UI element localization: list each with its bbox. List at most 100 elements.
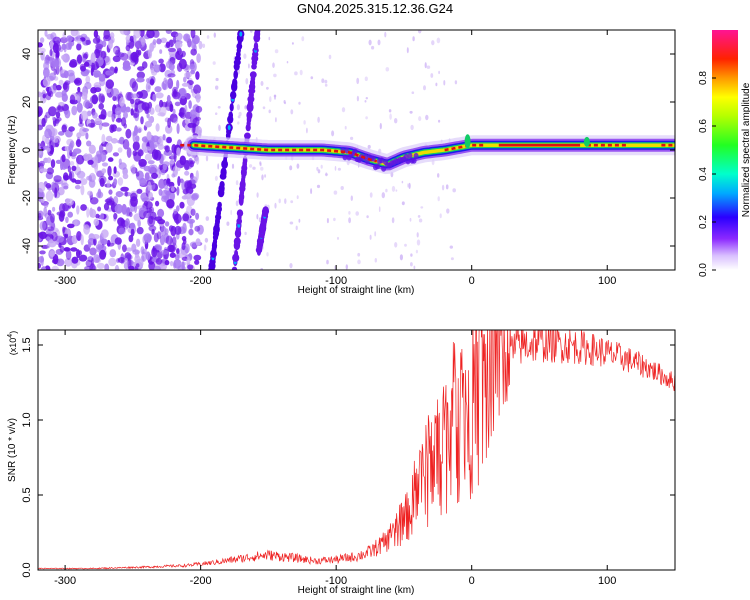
- noise-blob: [164, 228, 169, 235]
- noise-speck: [446, 208, 450, 214]
- noise-blob: [63, 174, 70, 181]
- noise-speck: [256, 213, 259, 220]
- noise-speck: [355, 211, 360, 216]
- noise-blob: [146, 112, 150, 119]
- noise-blob: [85, 75, 91, 84]
- noise-speck: [341, 107, 346, 113]
- noise-blob: [160, 37, 167, 44]
- noise-blob: [86, 140, 92, 147]
- noise-speck: [333, 190, 338, 195]
- noise-blob: [183, 76, 187, 83]
- noise-blob: [152, 93, 157, 102]
- noise-speck: [290, 109, 294, 115]
- ridge-spread: [407, 152, 413, 159]
- noise-blob: [176, 248, 180, 255]
- noise-blob: [67, 211, 73, 218]
- x-tick-label: -100: [325, 275, 347, 287]
- noise-blob: [169, 245, 176, 253]
- noise-blob: [176, 147, 181, 157]
- noise-blob: [155, 200, 160, 207]
- noise-blob: [101, 229, 109, 239]
- noise-speck: [348, 217, 351, 224]
- noise-blob: [118, 158, 122, 165]
- noise-blob: [188, 228, 194, 236]
- noise-speck: [215, 112, 218, 115]
- noise-speck: [425, 114, 429, 121]
- noise-blob: [54, 187, 58, 198]
- noise-speck: [231, 163, 235, 169]
- noise-blob: [189, 63, 196, 70]
- noise-blob: [109, 124, 115, 133]
- noise-blob: [131, 81, 138, 92]
- noise-speck: [243, 53, 247, 59]
- ridge-spread: [381, 165, 387, 172]
- noise-speck: [203, 244, 207, 251]
- noise-speck: [418, 116, 422, 122]
- noise-blob: [114, 68, 118, 74]
- noise-blob: [80, 110, 89, 121]
- noise-blob: [92, 112, 98, 119]
- noise-blob: [38, 256, 45, 263]
- noise-blob: [59, 245, 65, 253]
- noise-blob: [93, 155, 98, 165]
- noise-blob: [92, 70, 101, 78]
- noise-blob: [136, 77, 145, 83]
- noise-blob: [83, 99, 91, 109]
- noise-blob: [47, 226, 55, 232]
- noise-speck: [214, 175, 218, 181]
- noise-speck: [437, 173, 440, 178]
- noise-speck: [369, 234, 372, 240]
- noise-blob: [88, 144, 96, 154]
- noise-blob: [148, 192, 154, 200]
- spectrogram-y-ticks: -40 -20 0 20 40: [21, 48, 675, 254]
- noise-blob: [74, 179, 82, 185]
- noise-speck: [399, 254, 403, 261]
- noise-blob: [93, 237, 97, 246]
- noise-blob: [166, 178, 170, 186]
- noise-speck: [289, 221, 294, 225]
- noise-blob: [169, 190, 175, 202]
- streak-blob: [217, 201, 222, 209]
- noise-speck: [286, 61, 289, 64]
- noise-blob: [104, 263, 110, 270]
- noise-blob: [41, 265, 46, 270]
- ridge-spread: [375, 163, 380, 170]
- noise-speck: [261, 174, 264, 181]
- noise-blob: [181, 261, 185, 270]
- noise-blob: [159, 49, 163, 54]
- ridge-spread: [403, 153, 409, 160]
- noise-blob: [101, 168, 107, 174]
- noise-blob: [61, 54, 67, 61]
- noise-blob: [165, 124, 173, 134]
- noise-blob: [52, 36, 61, 45]
- noise-blob: [44, 56, 51, 65]
- noise-speck: [384, 31, 387, 38]
- noise-blob: [164, 221, 170, 227]
- noise-speck: [401, 201, 405, 206]
- noise-speck: [394, 118, 398, 124]
- noise-blob: [158, 63, 166, 73]
- noise-speck: [218, 124, 221, 131]
- noise-speck: [215, 85, 219, 90]
- noise-blob: [49, 49, 53, 57]
- noise-blob: [128, 234, 134, 243]
- noise-speck: [310, 188, 313, 195]
- noise-blob: [132, 249, 141, 255]
- noise-blob: [151, 247, 158, 258]
- noise-blob: [68, 142, 74, 152]
- noise-blob: [198, 40, 203, 50]
- noise-blob: [125, 91, 133, 101]
- noise-blob: [122, 139, 130, 150]
- noise-speck: [275, 117, 277, 123]
- noise-blob: [195, 238, 201, 247]
- noise-blob: [46, 167, 54, 175]
- noise-speck: [410, 262, 413, 267]
- noise-speck: [395, 189, 398, 192]
- noise-speck: [401, 180, 404, 184]
- snr-panel: -300 -200 -100 0 100 0.0 0.5 1.0 1.5 Height of …: [7, 329, 676, 596]
- noise-blob: [108, 257, 117, 267]
- noise-blob: [125, 44, 131, 52]
- noise-speck: [295, 225, 298, 231]
- noise-blob: [132, 141, 140, 151]
- noise-speck: [413, 265, 416, 270]
